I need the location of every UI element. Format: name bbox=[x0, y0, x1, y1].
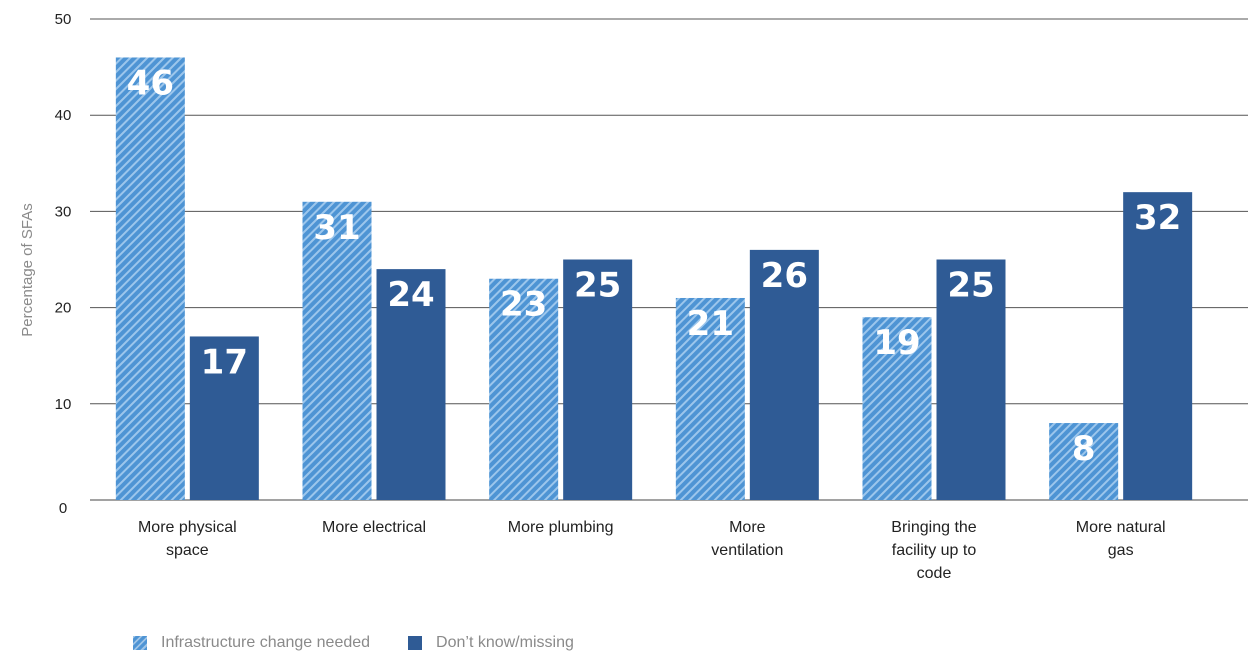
legend-item-dont-know: Don’t know/missing bbox=[408, 634, 574, 652]
data-label: 31 bbox=[313, 208, 360, 248]
y-tick-label: 0 bbox=[59, 500, 67, 517]
bar-dont-know bbox=[749, 249, 819, 500]
legend: Infrastructure change needed Don’t know/… bbox=[133, 634, 612, 652]
data-label: 26 bbox=[761, 256, 808, 296]
y-tick-label: 30 bbox=[55, 203, 72, 220]
bar-dont-know bbox=[936, 259, 1006, 500]
y-tick-label: 40 bbox=[55, 107, 72, 124]
legend-label: Infrastructure change needed bbox=[161, 634, 371, 651]
data-label: 19 bbox=[873, 323, 920, 363]
bar-infrastructure-change bbox=[115, 57, 185, 500]
bar-dont-know bbox=[376, 269, 446, 500]
legend-swatch-solid bbox=[408, 636, 423, 650]
category-label: More electrical bbox=[322, 519, 426, 536]
bar-infrastructure-change bbox=[489, 278, 559, 500]
legend-item-infrastructure: Infrastructure change needed bbox=[133, 634, 370, 652]
data-labels: 46 17 31 24 23 25 21 26 19 25 8 32 bbox=[127, 63, 1182, 469]
data-label: 46 bbox=[127, 63, 174, 103]
data-label: 25 bbox=[574, 266, 621, 306]
bar-infrastructure-change bbox=[862, 317, 932, 500]
bar-infrastructure-change bbox=[302, 201, 372, 500]
bar-dont-know bbox=[189, 336, 259, 500]
data-label: 8 bbox=[1072, 429, 1096, 469]
data-label: 17 bbox=[201, 342, 248, 382]
y-tick-label: 10 bbox=[55, 396, 72, 413]
data-label: 23 bbox=[500, 285, 547, 325]
category-label: More ventilation bbox=[711, 519, 783, 559]
data-label: 32 bbox=[1134, 198, 1181, 238]
bar-dont-know bbox=[563, 259, 633, 500]
bar-infrastructure-change bbox=[675, 297, 745, 500]
data-label: 24 bbox=[387, 275, 434, 315]
category-labels: More physical space More electrical More pl… bbox=[138, 519, 1166, 582]
y-tick-label: 20 bbox=[55, 300, 72, 317]
category-label: Bringing the facility up to code bbox=[891, 519, 976, 582]
category-label: More natural gas bbox=[1076, 519, 1166, 559]
y-axis-label: Percentage of SFAs bbox=[19, 203, 36, 336]
bars bbox=[115, 57, 1193, 500]
bar-infrastructure-change bbox=[1049, 423, 1119, 500]
category-label: More physical space bbox=[138, 519, 237, 559]
bar-dont-know bbox=[1123, 192, 1193, 500]
data-label: 21 bbox=[687, 304, 734, 344]
legend-label: Don’t know/missing bbox=[436, 634, 574, 651]
data-label: 25 bbox=[947, 266, 994, 306]
y-tick-labels: 0 10 20 30 40 50 bbox=[55, 11, 72, 517]
legend-swatch-hatched bbox=[133, 636, 147, 650]
category-label: More plumbing bbox=[508, 519, 614, 536]
y-tick-label: 50 bbox=[55, 11, 72, 28]
